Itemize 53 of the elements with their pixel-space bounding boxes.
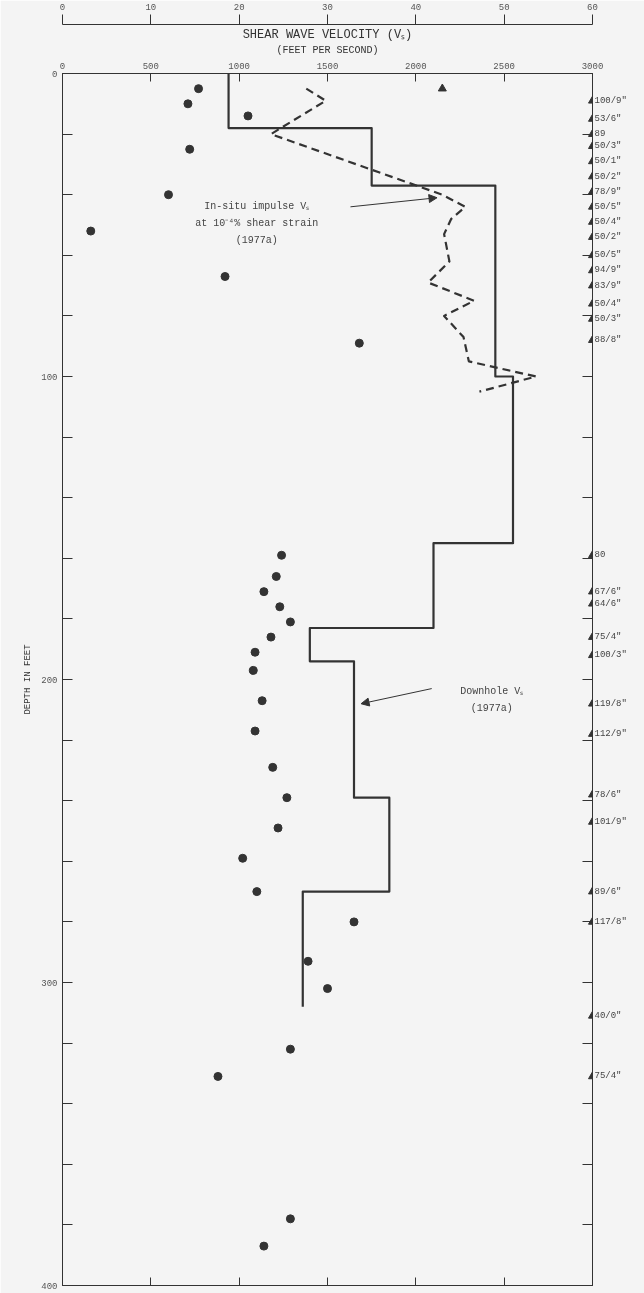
x2-tick-label: 10 xyxy=(145,2,157,13)
text: 50/3" xyxy=(594,141,622,152)
text: 100/3" xyxy=(594,650,627,661)
y-tick-label: 100 xyxy=(41,372,58,383)
text: 50/2" xyxy=(594,232,622,243)
text: 89 xyxy=(594,129,606,140)
text: 78/6" xyxy=(594,789,622,800)
y-tick-label: 0 xyxy=(52,69,58,80)
x2-tick-label: 30 xyxy=(322,2,333,13)
text: 117/8" xyxy=(594,916,627,927)
chart-title: SHEAR WAVE VELOCITY (Vₛ) xyxy=(242,27,413,42)
text: 89/6" xyxy=(594,886,622,897)
annotation: In-situ impulse Vₛ at 10⁻⁴% shear strain (1977a) xyxy=(195,201,319,246)
text: 50/1" xyxy=(594,156,622,167)
text: 83/9" xyxy=(594,280,622,291)
text: 50/4" xyxy=(594,216,622,227)
y-tick-label: 200 xyxy=(41,675,58,686)
text: 112/9" xyxy=(594,729,627,740)
x-tick-label: 500 xyxy=(142,61,159,72)
text: 50/5" xyxy=(594,250,622,261)
x2-tick-label: 20 xyxy=(233,2,245,13)
x2-tick-label: 50 xyxy=(498,2,510,13)
x-tick-label: 0 xyxy=(59,61,66,72)
text: 94/9" xyxy=(594,265,622,276)
text: 78/9" xyxy=(594,186,622,197)
y-tick-label: 300 xyxy=(41,978,58,989)
text: 64/6" xyxy=(594,598,622,609)
text: 101/9" xyxy=(594,816,627,827)
text: 88/8" xyxy=(594,335,622,346)
text: 53/6" xyxy=(594,113,622,124)
x-tick-label: 1000 xyxy=(228,61,250,72)
text: 80 xyxy=(594,550,606,561)
text: 100/9" xyxy=(594,95,627,106)
y-tick-label: 400 xyxy=(41,1281,58,1292)
text: 119/8" xyxy=(594,698,627,709)
text: 50/5" xyxy=(594,201,622,212)
x-tick-label: 2000 xyxy=(405,61,427,72)
text: 75/4" xyxy=(594,1071,622,1082)
chart-subtitle: (FEET PER SECOND) xyxy=(276,44,379,56)
y-axis-title: DEPTH IN FEET xyxy=(23,643,34,715)
text: 50/3" xyxy=(594,313,622,324)
text: 75/4" xyxy=(594,632,622,643)
text: 67/6" xyxy=(594,586,622,597)
annotation: Downhole Vₛ (1977a) xyxy=(460,686,524,714)
text: 40/0" xyxy=(594,1010,622,1021)
x2-tick-label: 60 xyxy=(587,2,598,13)
x-tick-label: 3000 xyxy=(581,61,604,72)
x2-tick-label: 40 xyxy=(410,2,422,13)
text: 50/2" xyxy=(594,171,622,182)
x-tick-label: 2500 xyxy=(493,61,515,72)
text: 50/4" xyxy=(594,298,622,309)
x-tick-label: 1500 xyxy=(316,61,339,72)
x2-tick-label: 0 xyxy=(59,2,66,13)
